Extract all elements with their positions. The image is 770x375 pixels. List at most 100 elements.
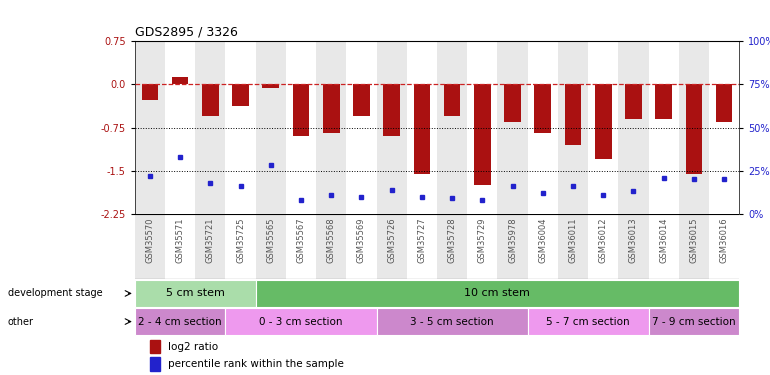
Bar [685, 84, 702, 174]
Bar [648, 41, 678, 214]
Text: GSM35727: GSM35727 [417, 217, 427, 262]
Bar [196, 41, 226, 214]
Bar [316, 41, 346, 214]
Bar [383, 84, 400, 136]
Text: GSM36014: GSM36014 [659, 217, 668, 262]
Bar [678, 214, 709, 279]
Bar [226, 214, 256, 279]
Bar [256, 280, 739, 307]
Text: GSM36013: GSM36013 [629, 217, 638, 262]
Bar [233, 84, 249, 106]
Bar [226, 41, 256, 214]
Bar [497, 41, 527, 214]
Text: 0 - 3 cm section: 0 - 3 cm section [259, 316, 343, 327]
Bar [172, 78, 189, 84]
Bar [625, 84, 641, 119]
Text: GSM35567: GSM35567 [296, 217, 306, 262]
Bar [202, 84, 219, 116]
Text: 5 - 7 cm section: 5 - 7 cm section [546, 316, 630, 327]
Bar [709, 214, 739, 279]
Bar [323, 84, 340, 133]
Bar [527, 214, 557, 279]
Bar [588, 41, 618, 214]
Bar [286, 41, 316, 214]
Bar [467, 41, 497, 214]
Bar [474, 84, 490, 185]
Bar [678, 41, 709, 214]
Bar [377, 308, 527, 335]
Text: development stage: development stage [8, 288, 102, 298]
Bar [557, 214, 588, 279]
Text: GSM35571: GSM35571 [176, 217, 185, 262]
Bar [444, 84, 460, 116]
Bar [497, 214, 527, 279]
Bar [196, 214, 226, 279]
Text: 7 - 9 cm section: 7 - 9 cm section [652, 316, 735, 327]
Bar [165, 214, 195, 279]
Bar [256, 41, 286, 214]
Bar [618, 41, 648, 214]
Text: log2 ratio: log2 ratio [168, 342, 218, 352]
Text: GSM36011: GSM36011 [568, 217, 578, 262]
Bar [407, 214, 437, 279]
Bar [142, 84, 158, 100]
Bar [226, 308, 377, 335]
Bar [293, 84, 310, 136]
Text: GSM35725: GSM35725 [236, 217, 245, 262]
Bar [135, 308, 226, 335]
Text: GSM36016: GSM36016 [720, 217, 728, 262]
Bar [595, 84, 611, 159]
Bar [655, 84, 672, 119]
Bar [150, 340, 160, 353]
Bar [527, 41, 557, 214]
Bar [165, 41, 195, 214]
Bar [413, 84, 430, 174]
Bar [534, 84, 551, 133]
Text: GSM35565: GSM35565 [266, 217, 275, 262]
Bar [648, 308, 739, 335]
Bar [648, 214, 678, 279]
Bar [135, 41, 165, 214]
Text: GSM35728: GSM35728 [447, 217, 457, 262]
Bar [135, 280, 256, 307]
Text: GSM35726: GSM35726 [387, 217, 396, 262]
Bar [618, 214, 648, 279]
Bar [564, 84, 581, 145]
Bar [377, 41, 407, 214]
Text: GSM36015: GSM36015 [689, 217, 698, 262]
Bar [150, 357, 160, 371]
Bar [557, 41, 588, 214]
Text: other: other [8, 316, 34, 327]
Bar [504, 84, 521, 122]
Bar [437, 41, 467, 214]
Text: GSM35569: GSM35569 [357, 217, 366, 262]
Text: 3 - 5 cm section: 3 - 5 cm section [410, 316, 494, 327]
Bar [527, 308, 648, 335]
Bar [407, 41, 437, 214]
Bar [346, 214, 377, 279]
Text: GSM35721: GSM35721 [206, 217, 215, 262]
Bar [437, 214, 467, 279]
Text: GDS2895 / 3326: GDS2895 / 3326 [135, 26, 238, 39]
Bar [316, 214, 346, 279]
Bar [377, 214, 407, 279]
Bar [263, 84, 279, 88]
Bar [346, 41, 377, 214]
Text: 5 cm stem: 5 cm stem [166, 288, 225, 298]
Bar [709, 41, 739, 214]
Bar [286, 214, 316, 279]
Text: GSM36004: GSM36004 [538, 217, 547, 262]
Text: GSM35978: GSM35978 [508, 217, 517, 262]
Text: GSM35570: GSM35570 [146, 217, 154, 262]
Text: GSM35568: GSM35568 [326, 217, 336, 262]
Bar [256, 214, 286, 279]
Text: 10 cm stem: 10 cm stem [464, 288, 531, 298]
Bar [716, 84, 732, 122]
Bar [467, 214, 497, 279]
Bar [135, 214, 165, 279]
Bar [353, 84, 370, 116]
Text: GSM36012: GSM36012 [599, 217, 608, 262]
Bar [588, 214, 618, 279]
Text: GSM35729: GSM35729 [478, 217, 487, 262]
Text: 2 - 4 cm section: 2 - 4 cm section [139, 316, 222, 327]
